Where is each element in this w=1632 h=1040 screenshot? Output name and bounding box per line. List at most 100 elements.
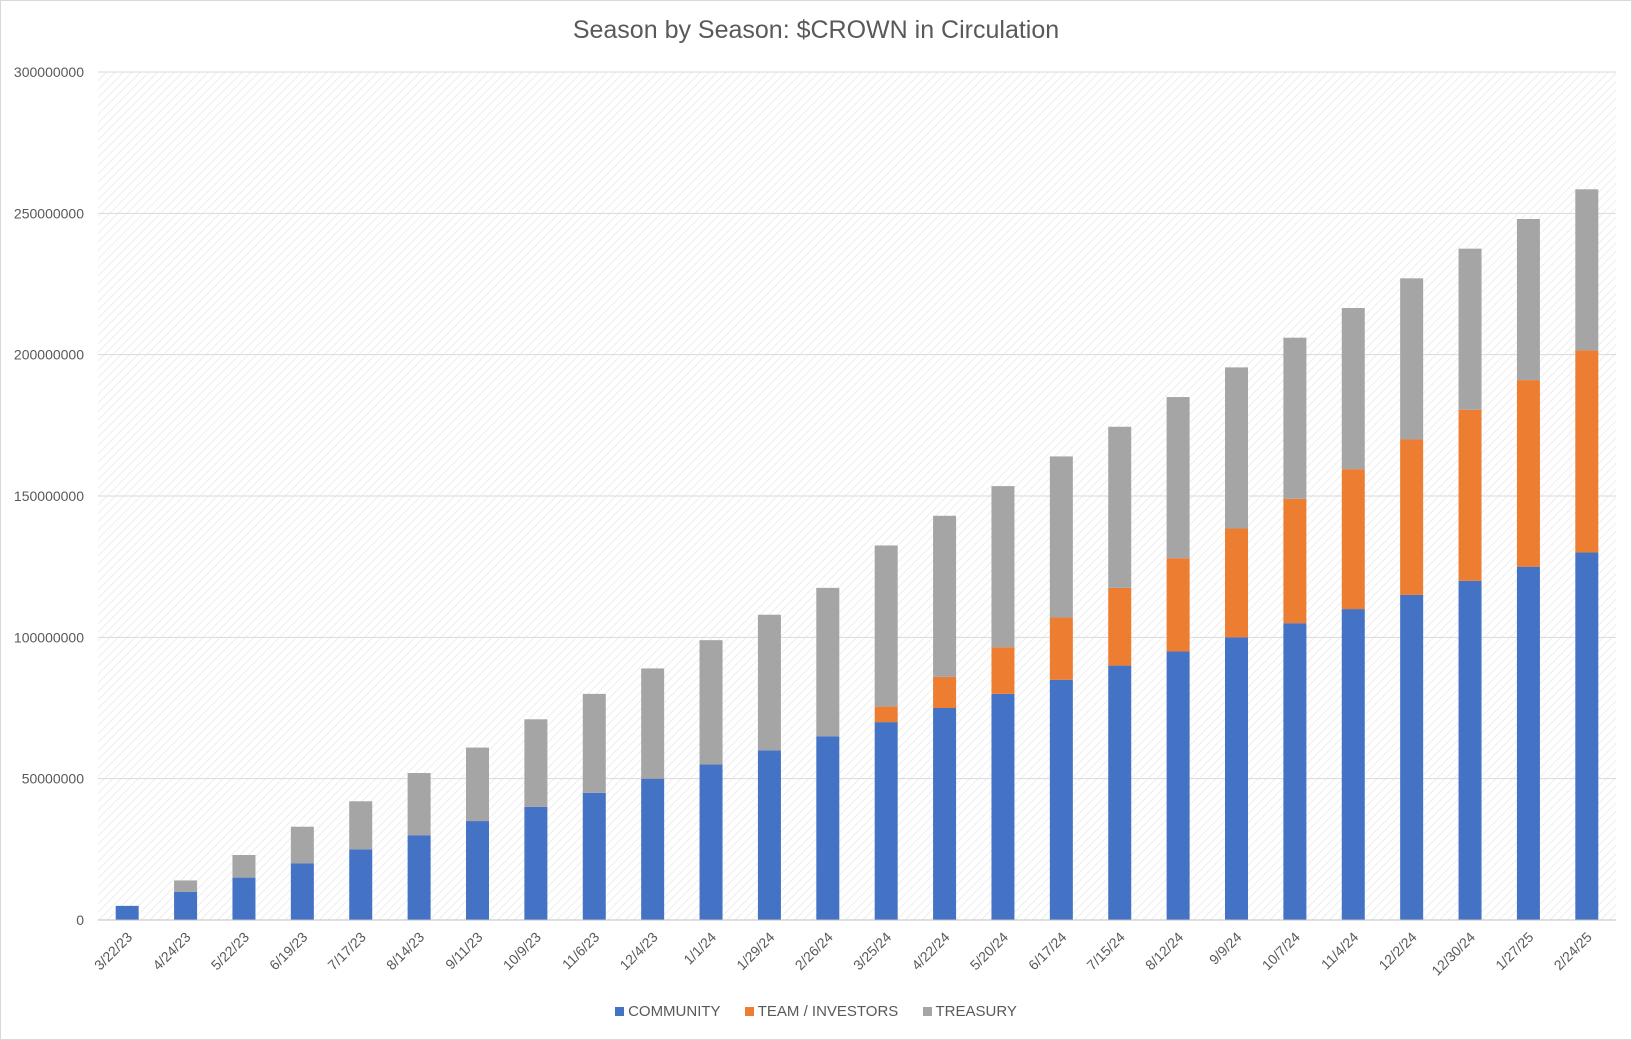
bar-team-investors-14 [933, 676, 957, 708]
legend-item-treasury: TREASURY [922, 1003, 1017, 1020]
bar-community-4 [349, 849, 373, 920]
x-tick-label: 2/24/25 [1551, 929, 1595, 973]
bar-community-11 [757, 750, 781, 920]
y-tick-label: 150000000 [14, 488, 84, 504]
x-tick-label: 3/22/23 [91, 929, 135, 973]
x-tick-label: 9/11/23 [442, 929, 486, 973]
bar-treasury-22 [1400, 278, 1424, 440]
bar-community-2 [232, 877, 256, 920]
x-tick-label: 12/2/24 [1375, 929, 1419, 973]
legend: COMMUNITY TEAM / INVESTORS TREASURY [0, 1003, 1632, 1020]
bar-treasury-10 [699, 640, 723, 765]
bar-community-23 [1458, 580, 1482, 920]
x-tick-label: 9/9/24 [1206, 929, 1245, 968]
legend-label-community: COMMUNITY [628, 1003, 721, 1020]
bar-treasury-5 [407, 773, 431, 836]
legend-swatch-team-investors [744, 1007, 754, 1016]
bar-community-3 [290, 863, 314, 920]
bar-community-24 [1516, 566, 1540, 920]
x-tick-label: 2/26/24 [792, 929, 836, 973]
legend-label-team-investors: TEAM / INVESTORS [757, 1003, 899, 1020]
bar-team-investors-13 [874, 706, 898, 723]
bar-team-investors-20 [1283, 498, 1307, 624]
bar-treasury-23 [1458, 248, 1482, 410]
bar-team-investors-17 [1108, 587, 1132, 666]
x-tick-label: 8/14/23 [383, 929, 427, 973]
bar-team-investors-21 [1341, 469, 1365, 610]
bar-community-21 [1341, 609, 1365, 920]
y-tick-label: 200000000 [14, 347, 84, 363]
bar-community-10 [699, 764, 723, 920]
bar-treasury-8 [582, 693, 606, 793]
y-axis-ticks: 0 50000000 100000000 150000000 200000000 2500… [14, 64, 84, 928]
bar-treasury-16 [1049, 456, 1073, 618]
bar-team-investors-22 [1400, 439, 1424, 595]
bar-community-5 [407, 835, 431, 920]
bar-team-investors-25 [1575, 350, 1599, 553]
x-tick-label: 5/20/24 [967, 929, 1011, 973]
x-tick-label: 7/15/24 [1084, 929, 1128, 973]
x-tick-label: 1/29/24 [733, 929, 777, 973]
bar-treasury-24 [1516, 218, 1540, 381]
bar-team-investors-19 [1225, 528, 1248, 638]
bar-treasury-19 [1225, 367, 1248, 529]
x-tick-label: 6/17/24 [1025, 929, 1069, 973]
bar-community-13 [874, 722, 898, 920]
bar-community-9 [641, 778, 665, 920]
bar-treasury-1 [174, 880, 198, 892]
bar-treasury-21 [1341, 308, 1365, 470]
x-tick-label: 1/1/24 [680, 929, 719, 968]
bar-community-8 [582, 792, 606, 920]
x-tick-label: 7/17/23 [325, 929, 369, 973]
y-tick-label: 100000000 [14, 629, 84, 645]
x-tick-label: 10/9/23 [500, 929, 544, 973]
bar-treasury-11 [757, 614, 781, 751]
x-tick-label: 8/12/24 [1142, 929, 1186, 973]
bar-community-25 [1575, 552, 1599, 920]
bar-community-0 [115, 905, 139, 920]
x-tick-label: 4/22/24 [908, 929, 952, 973]
bar-community-7 [524, 806, 548, 920]
bars [115, 189, 1599, 920]
bar-community-18 [1166, 651, 1190, 920]
x-tick-label: 12/30/24 [1428, 929, 1478, 979]
x-tick-label: 11/4/24 [1318, 929, 1362, 973]
bar-community-14 [933, 708, 957, 920]
bar-community-22 [1400, 594, 1424, 920]
bar-community-19 [1225, 637, 1248, 920]
bar-treasury-14 [933, 515, 957, 677]
bar-treasury-6 [466, 747, 489, 822]
bar-treasury-20 [1283, 337, 1307, 499]
y-tick-label: 0 [76, 912, 84, 928]
y-tick-label: 250000000 [14, 205, 84, 221]
bar-treasury-12 [816, 587, 840, 737]
x-axis-ticks: 3/22/23 4/24/23 5/22/23 6/19/23 7/17/23 8/14/… [91, 929, 1595, 979]
bar-treasury-2 [232, 854, 256, 878]
bar-community-12 [816, 736, 840, 920]
bar-team-investors-18 [1166, 558, 1190, 652]
bar-community-16 [1049, 679, 1073, 920]
chart-title: Season by Season: $CROWN in Circulation [572, 16, 1060, 44]
bar-treasury-18 [1166, 397, 1190, 559]
x-tick-label: 3/25/24 [850, 929, 894, 973]
x-tick-label: 10/7/24 [1259, 929, 1303, 973]
legend-label-treasury: TREASURY [935, 1003, 1017, 1020]
bar-team-investors-23 [1458, 409, 1482, 581]
bar-community-1 [174, 891, 198, 920]
bar-community-15 [991, 693, 1015, 920]
legend-item-team-investors: TEAM / INVESTORS [744, 1003, 899, 1020]
bar-treasury-13 [874, 545, 898, 707]
bar-treasury-7 [524, 719, 548, 807]
bar-community-17 [1108, 665, 1132, 920]
bar-treasury-25 [1575, 189, 1599, 351]
legend-swatch-treasury [922, 1007, 932, 1016]
y-tick-label: 50000000 [22, 771, 85, 787]
bar-team-investors-15 [991, 647, 1015, 694]
bar-team-investors-16 [1049, 617, 1073, 680]
bar-treasury-9 [641, 668, 665, 779]
x-tick-label: 11/6/23 [559, 929, 603, 973]
legend-item-community: COMMUNITY [615, 1003, 721, 1020]
bar-community-20 [1283, 623, 1307, 920]
x-tick-label: 12/4/23 [616, 929, 660, 973]
